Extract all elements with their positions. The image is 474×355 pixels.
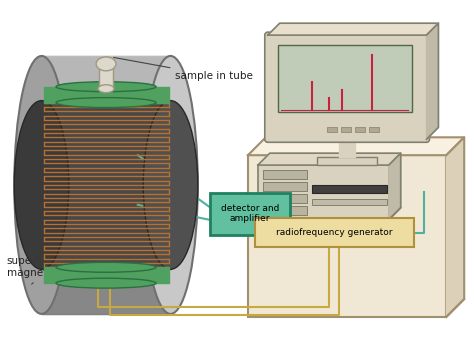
Bar bbox=[210, 193, 290, 235]
Bar bbox=[341, 127, 351, 132]
Text: NMR spectrum: NMR spectrum bbox=[286, 38, 366, 63]
Ellipse shape bbox=[56, 82, 156, 92]
Bar bbox=[369, 127, 379, 132]
Ellipse shape bbox=[14, 56, 69, 314]
Polygon shape bbox=[447, 137, 464, 317]
Text: superconducting
magnet: superconducting magnet bbox=[7, 257, 94, 284]
Bar bbox=[312, 185, 387, 193]
Text: radiofrequency generator: radiofrequency generator bbox=[276, 228, 392, 237]
Bar bbox=[248, 155, 447, 317]
Text: detector and
amplifier: detector and amplifier bbox=[221, 204, 279, 223]
Polygon shape bbox=[389, 153, 401, 220]
Bar bbox=[99, 64, 113, 89]
Ellipse shape bbox=[143, 56, 198, 314]
Polygon shape bbox=[258, 153, 401, 165]
Bar bbox=[255, 218, 414, 247]
Bar bbox=[318, 157, 377, 165]
Ellipse shape bbox=[143, 100, 198, 269]
Bar bbox=[278, 45, 411, 111]
Bar bbox=[263, 194, 308, 203]
Ellipse shape bbox=[14, 100, 69, 269]
Ellipse shape bbox=[56, 278, 156, 288]
Bar bbox=[312, 199, 387, 205]
Bar bbox=[355, 127, 365, 132]
Bar bbox=[263, 182, 308, 191]
Polygon shape bbox=[268, 23, 438, 35]
Ellipse shape bbox=[98, 85, 114, 93]
Polygon shape bbox=[427, 23, 438, 139]
Bar bbox=[258, 165, 389, 220]
Ellipse shape bbox=[56, 262, 156, 272]
FancyBboxPatch shape bbox=[265, 32, 429, 142]
Polygon shape bbox=[248, 137, 464, 155]
Bar bbox=[263, 170, 308, 179]
Ellipse shape bbox=[265, 210, 270, 214]
Bar bbox=[327, 127, 337, 132]
Bar bbox=[263, 206, 308, 215]
Ellipse shape bbox=[56, 98, 156, 108]
Ellipse shape bbox=[96, 57, 116, 71]
Text: sample in tube: sample in tube bbox=[114, 58, 254, 81]
